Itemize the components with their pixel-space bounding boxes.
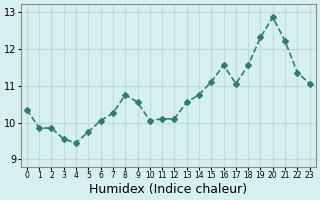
X-axis label: Humidex (Indice chaleur): Humidex (Indice chaleur) — [89, 183, 247, 196]
